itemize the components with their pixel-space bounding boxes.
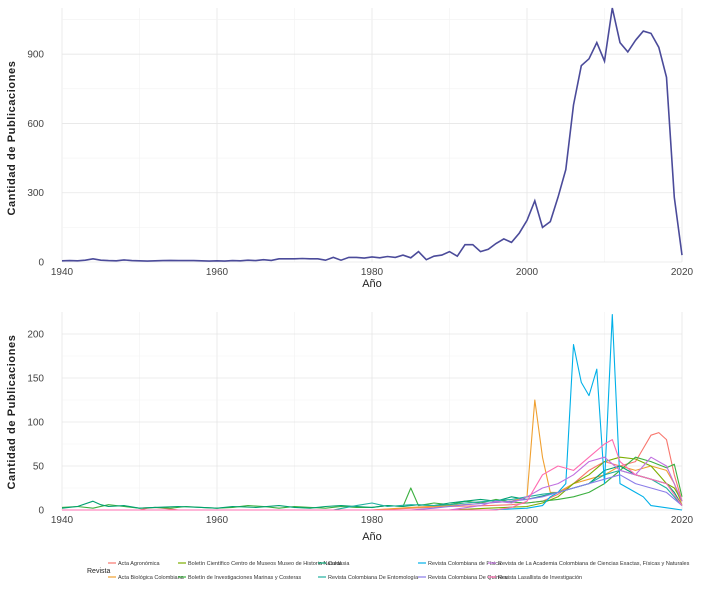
bottom-x-tick-labels: 1940 1960 1980 2000 2020	[51, 515, 694, 526]
top-x-tick-labels: 1940 1960 1980 2000 2020	[51, 267, 694, 278]
legend: Revista Acta Agronómica Acta Biológica Co…	[87, 561, 690, 581]
bottom-x-tick-label: 1940	[51, 515, 74, 526]
legend-label-8: Revista Colombiana De Química	[428, 575, 509, 581]
top-x-tick-label: 1940	[51, 267, 74, 278]
top-series-line	[61, 7, 683, 262]
bottom-chart: 1940 1960 1980 2000 2020 0 50 100 150 200 Año Ca…	[6, 312, 694, 543]
bottom-chart-grid	[61, 312, 683, 511]
top-y-tick-labels: 0 300 600 900	[27, 50, 44, 269]
bottom-x-tick-label: 1980	[361, 515, 384, 526]
bottom-y-tick-labels: 0 50 100 150 200	[27, 330, 44, 517]
series-line-2	[62, 399, 683, 511]
top-x-tick-label: 2000	[516, 267, 539, 278]
series-line-9	[62, 456, 683, 511]
legend-label-4: Boletín de Investigaciones Marinas y Cos…	[188, 575, 301, 581]
top-x-tick-label: 2020	[671, 267, 694, 278]
legend-label-6: Revista Colombiana De Entomología	[328, 575, 419, 581]
top-y-tick-label: 600	[27, 119, 44, 130]
bottom-y-tick-label: 150	[27, 374, 44, 385]
series-line-5	[61, 465, 683, 509]
bottom-x-tick-label: 2020	[671, 515, 694, 526]
top-x-tick-label: 1980	[361, 267, 384, 278]
top-x-axis-title: Año	[362, 278, 382, 290]
top-chart: 1940 1960 1980 2000 2020 0 300 600 900 Año Cant…	[6, 7, 694, 290]
legend-label-10: Revista Lasallista de Investigación	[498, 575, 582, 581]
top-chart-grid	[61, 8, 683, 263]
series-line-3	[62, 456, 683, 511]
top-y-tick-label: 300	[27, 188, 44, 199]
bottom-y-tick-label: 200	[27, 330, 44, 341]
top-y-tick-label: 0	[38, 258, 44, 269]
bottom-x-axis-title: Año	[362, 531, 382, 543]
top-y-axis-title: Cantidad de Publicaciones	[6, 61, 18, 216]
bottom-x-tick-label: 2000	[516, 515, 539, 526]
legend-label-2: Acta Biológica Colombiana	[118, 575, 185, 581]
bottom-y-tick-label: 0	[38, 506, 44, 517]
bottom-y-tick-label: 50	[33, 462, 45, 473]
legend-label-1: Acta Agronómica	[118, 561, 161, 567]
legend-label-7: Revista Colombiana de Física	[428, 561, 502, 567]
bottom-series-lines	[61, 314, 683, 511]
series-line-10	[62, 439, 683, 511]
legend-label-3: Boletín Científico Centro de Museos Muse…	[188, 561, 341, 567]
legend-title: Revista	[87, 568, 110, 575]
top-x-tick-label: 1960	[206, 267, 229, 278]
legend-items: Acta Agronómica Acta Biológica Colombiana…	[108, 561, 690, 581]
series-line-7	[62, 314, 683, 511]
top-y-tick-label: 900	[27, 50, 44, 61]
bottom-y-tick-label: 100	[27, 418, 44, 429]
bottom-x-tick-label: 1960	[206, 515, 229, 526]
legend-label-5: Caldasia	[328, 561, 350, 567]
legend-label-9: Revista de La Academia Colombiana de Cie…	[498, 561, 690, 567]
bottom-y-axis-title: Cantidad de Publicaciones	[6, 335, 18, 490]
series-line-8	[62, 474, 683, 511]
